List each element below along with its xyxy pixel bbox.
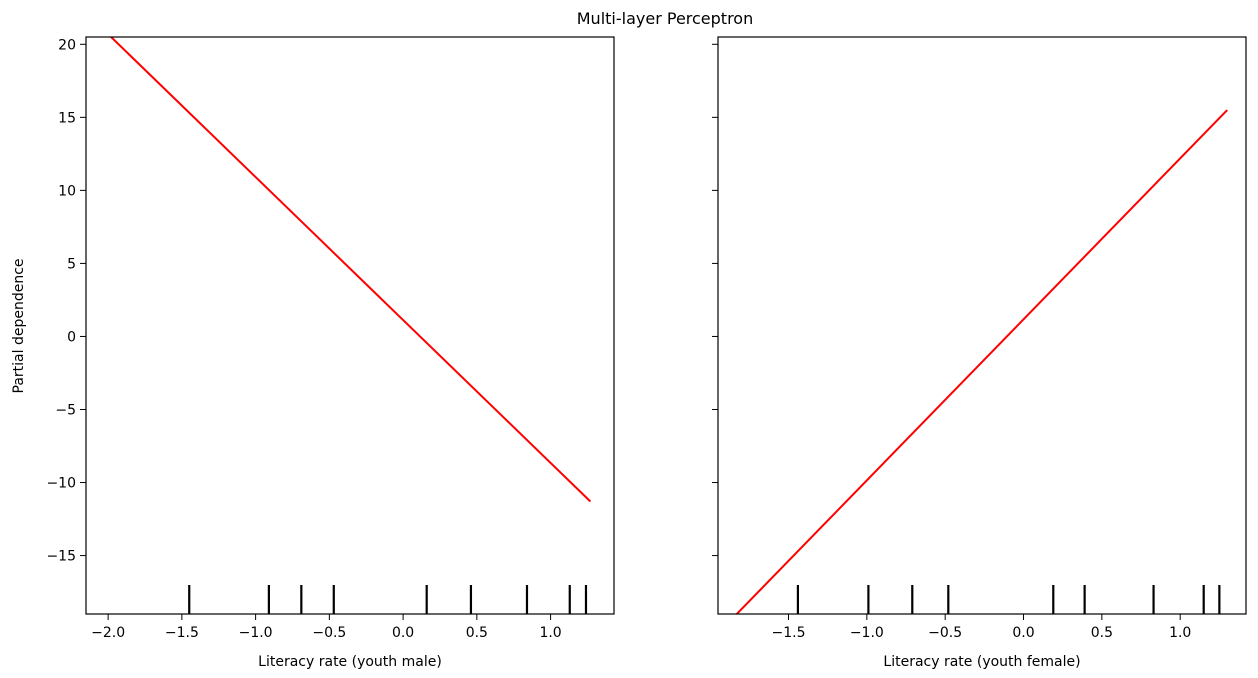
x-tick-label: 1.0: [1169, 625, 1191, 641]
series-line: [110, 37, 592, 503]
x-tick-label: 0.0: [1012, 625, 1034, 641]
x-tick-label: −1.5: [772, 625, 806, 641]
y-tick-label: −15: [46, 549, 76, 565]
x-tick-label: 0.0: [392, 625, 414, 641]
x-tick-label: −1.5: [165, 625, 199, 641]
plot-frame: [717, 36, 1247, 615]
y-tick-label: 15: [58, 110, 76, 126]
y-tick-label: 0: [67, 329, 76, 345]
x-tick-label: 0.5: [1091, 625, 1113, 641]
x-axis-label: Literacy rate (youth male): [258, 654, 442, 670]
panel-1: −2.0 −1.5 −1.0 −0.5 0.0 0.5 1.0 20 15 10 5 0 −5 −10 −1…: [46, 36, 615, 670]
x-tick-label: −1.0: [850, 625, 884, 641]
x-tick-label: −0.5: [928, 625, 962, 641]
figure-title: Multi-layer Perceptron: [577, 9, 753, 28]
x-tick-label: −1.0: [239, 625, 273, 641]
x-tick-label: −0.5: [312, 625, 346, 641]
panel-2: −1.5 −1.0 −0.5 0.0 0.5 1.0 Literacy rate (yout…: [712, 36, 1247, 670]
series-line: [736, 109, 1228, 614]
y-tick-label: 20: [58, 37, 76, 53]
x-tick-label: 1.0: [539, 625, 561, 641]
plot-frame: [85, 36, 615, 615]
y-tick-label: −5: [55, 402, 76, 418]
y-tick-label: 10: [58, 183, 76, 199]
x-tick-label: −2.0: [91, 625, 125, 641]
x-axis-label: Literacy rate (youth female): [883, 654, 1080, 670]
y-tick-label: 5: [67, 256, 76, 272]
y-tick-label: −10: [46, 476, 76, 492]
x-tick-label: 0.5: [466, 625, 488, 641]
y-axis-label: Partial dependence: [11, 258, 27, 393]
